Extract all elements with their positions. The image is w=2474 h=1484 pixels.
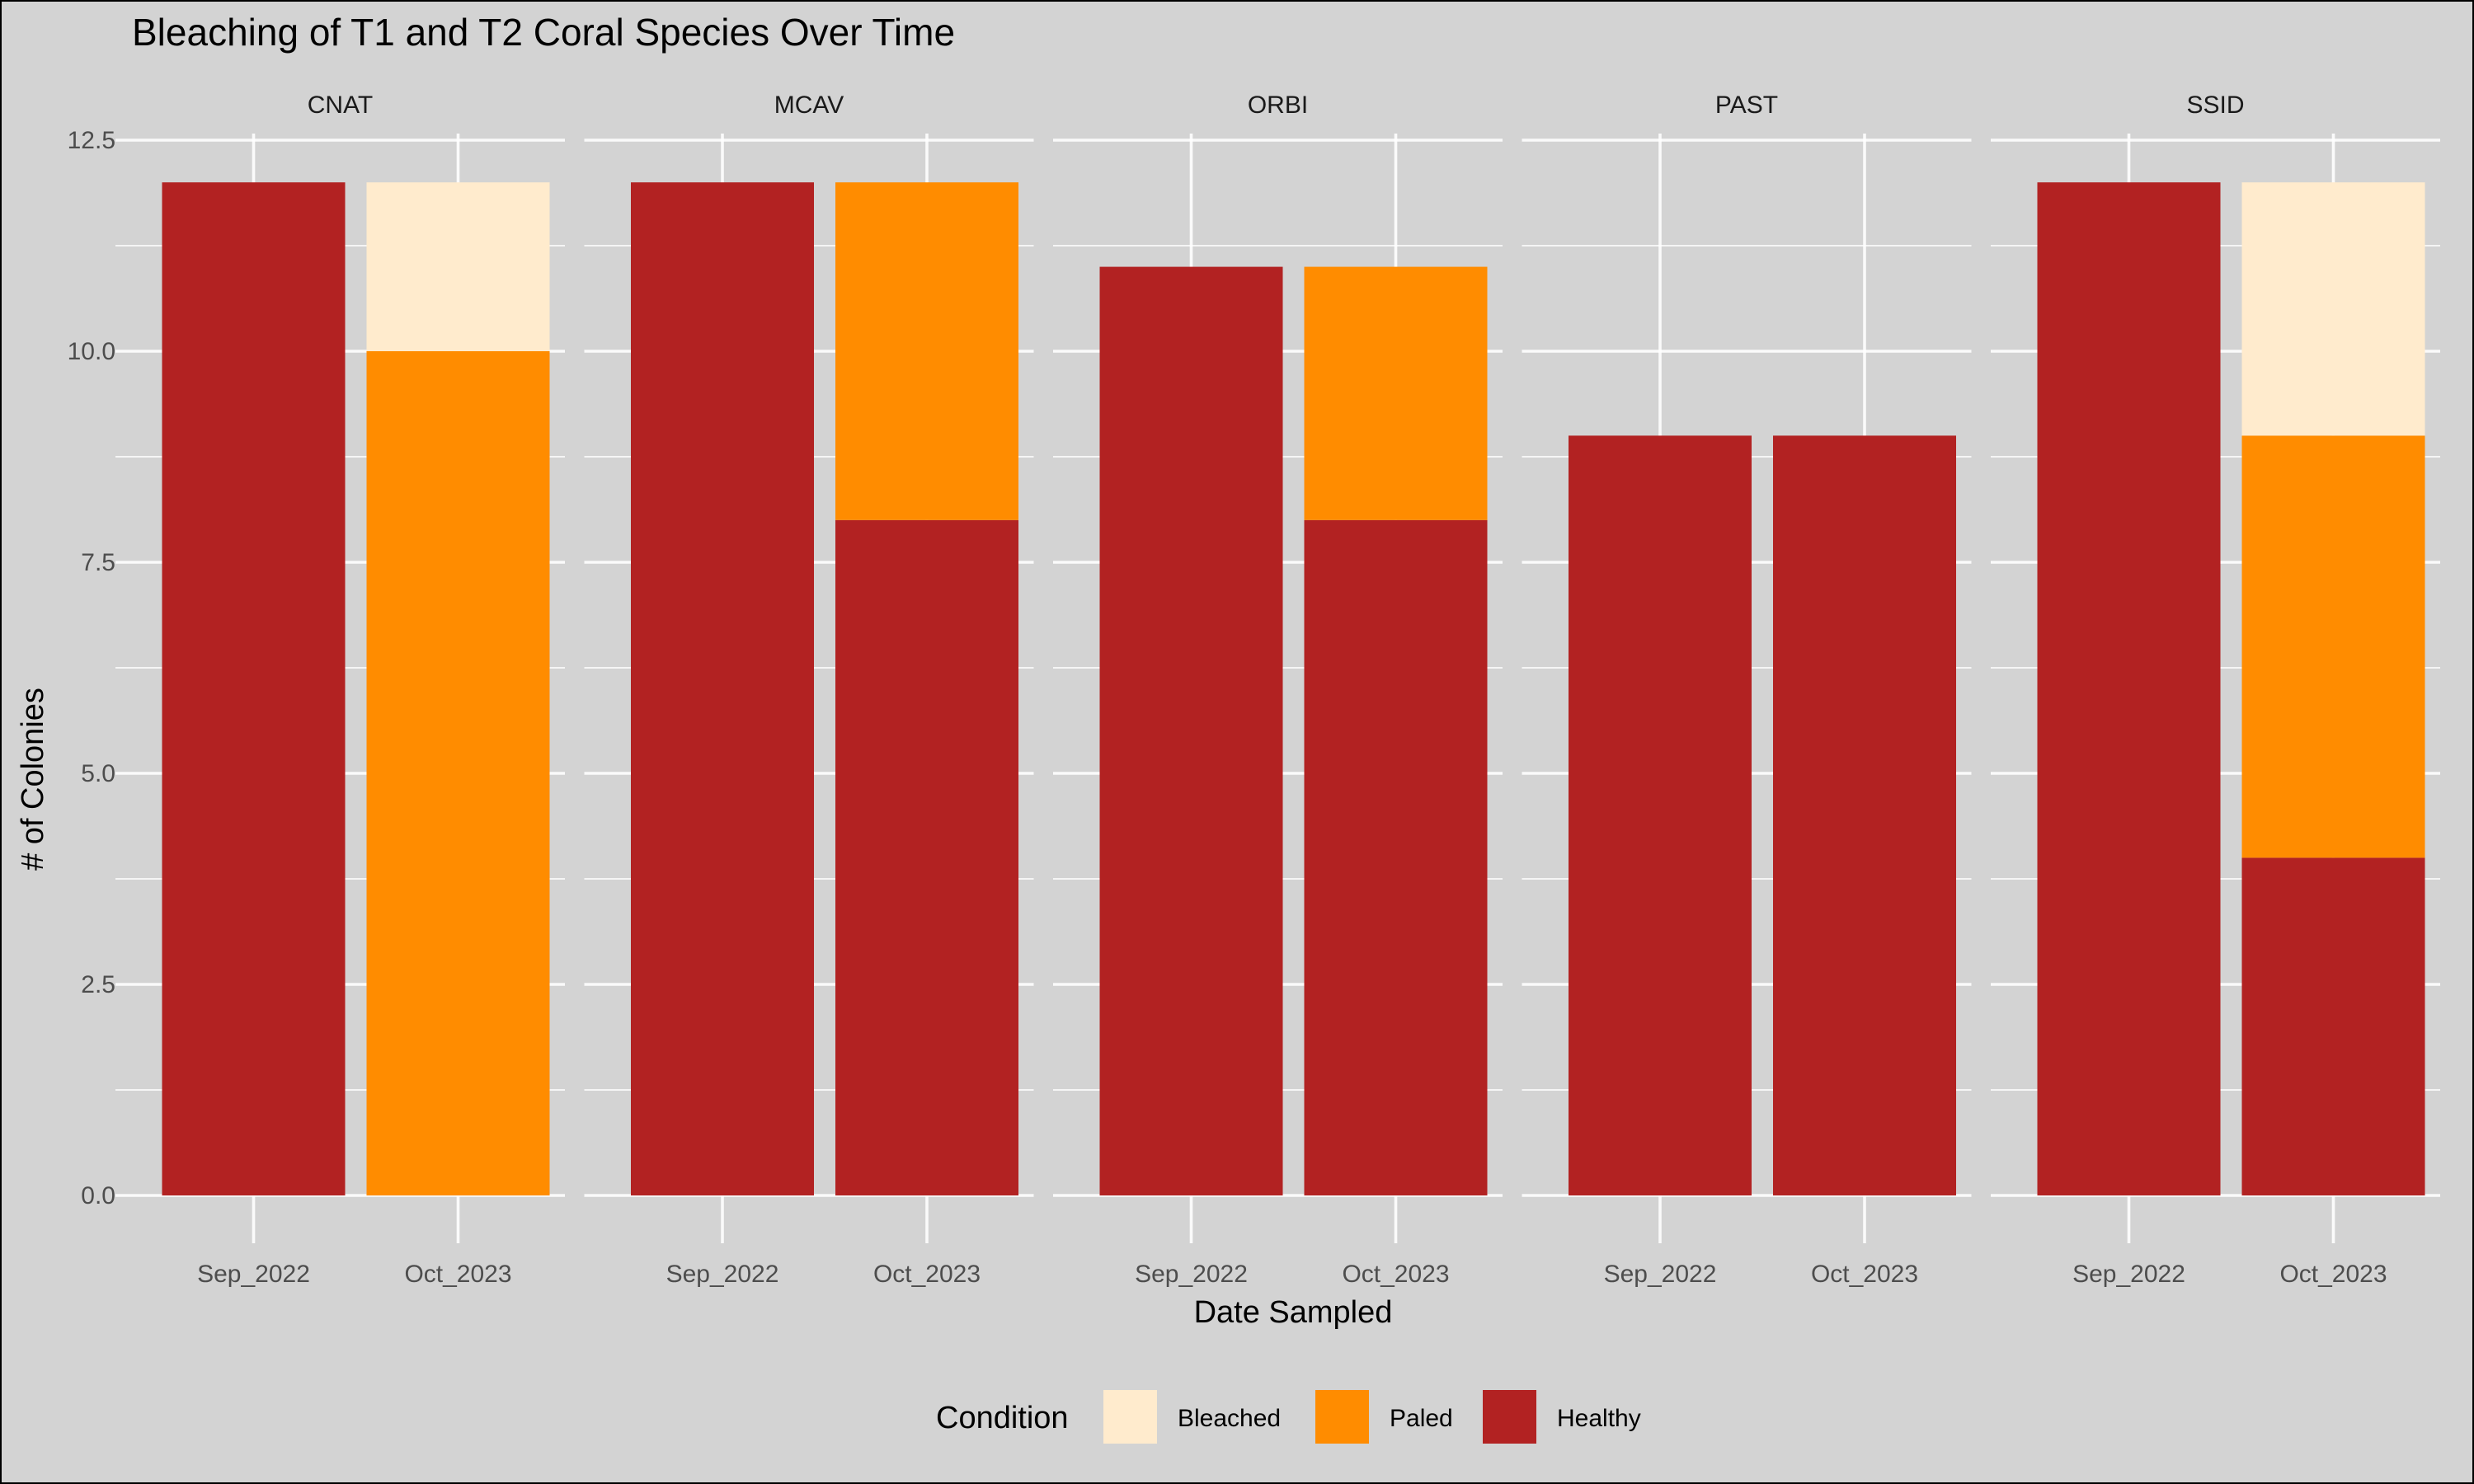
panel-orbi: Sep_2022 Oct_2023 ORBI	[1053, 92, 1503, 1288]
x-tick-label: Oct_2023	[873, 1261, 981, 1288]
bar-ssid-oct_2023-paled	[2241, 435, 2425, 858]
bar-mcav-oct_2023-healthy	[835, 519, 1018, 1195]
panel-ssid: Sep_2022 Oct_2023 SSID	[1991, 92, 2440, 1288]
legend-label-paled: Paled	[1390, 1405, 1453, 1432]
x-tick-label: Oct_2023	[1811, 1261, 1918, 1288]
panel-past: Sep_2022 Oct_2023 PAST	[1522, 92, 1972, 1288]
bar-ssid-oct_2023-healthy	[2241, 857, 2425, 1195]
x-tick-label: Sep_2022	[1604, 1261, 1717, 1288]
legend-label-healthy: Healthy	[1557, 1405, 1641, 1432]
y-axis: 0.0 2.5 5.0 7.5 10.0 12.5	[68, 127, 115, 1209]
facet-label-orbi: ORBI	[1248, 92, 1308, 119]
x-axis-title: Date Sampled	[1194, 1295, 1393, 1330]
bar-cnat-oct_2023-bleached	[366, 182, 550, 351]
legend-key-bleached	[1103, 1390, 1157, 1444]
bar-mcav-oct_2023-paled	[835, 182, 1018, 520]
x-tick-label: Sep_2022	[197, 1261, 310, 1288]
y-tick-label: 5.0	[81, 760, 115, 787]
y-tick-label: 2.5	[81, 971, 115, 998]
legend-title: Condition	[936, 1401, 1069, 1435]
y-axis-title: # of Colonies	[16, 688, 50, 871]
bar-ssid-sep_2022-healthy	[2037, 182, 2221, 1196]
y-tick-label: 0.0	[81, 1182, 115, 1209]
facet-label-past: PAST	[1715, 92, 1778, 119]
legend-key-paled	[1315, 1390, 1369, 1444]
bar-orbi-sep_2022-healthy	[1099, 266, 1283, 1196]
x-tick-label: Oct_2023	[404, 1261, 511, 1288]
panel-cnat: Sep_2022 Oct_2023 CNAT	[115, 92, 565, 1288]
y-tick-label: 12.5	[68, 127, 115, 154]
bar-orbi-oct_2023-paled	[1304, 266, 1488, 520]
bar-ssid-oct_2023-bleached	[2241, 182, 2425, 436]
legend: Condition Bleached Paled Healthy	[936, 1390, 1641, 1444]
bar-past-oct_2023-healthy	[1773, 435, 1956, 1195]
panel-mcav: Sep_2022 Oct_2023 MCAV	[584, 92, 1034, 1288]
x-tick-label: Oct_2023	[1342, 1261, 1449, 1288]
x-tick-label: Sep_2022	[666, 1261, 779, 1288]
x-tick-label: Sep_2022	[2072, 1261, 2185, 1288]
chart-title: Bleaching of T1 and T2 Coral Species Ove…	[132, 11, 955, 54]
facet-label-cnat: CNAT	[308, 92, 373, 119]
bar-cnat-oct_2023-paled	[366, 351, 550, 1195]
bar-past-sep_2022-healthy	[1569, 435, 1752, 1195]
x-tick-label: Sep_2022	[1135, 1261, 1248, 1288]
y-tick-label: 7.5	[81, 549, 115, 576]
y-tick-label: 10.0	[68, 338, 115, 365]
bar-cnat-sep_2022-healthy	[162, 182, 346, 1196]
facet-panels: Sep_2022 Oct_2023 CNAT Sep_2022 Oct_2023 MCAV…	[115, 92, 2440, 1288]
legend-key-healthy	[1483, 1390, 1536, 1444]
facet-label-ssid: SSID	[2186, 92, 2244, 119]
bar-mcav-sep_2022-healthy	[631, 182, 814, 1196]
bar-orbi-oct_2023-healthy	[1304, 519, 1488, 1195]
legend-label-bleached: Bleached	[1178, 1405, 1281, 1432]
x-tick-label: Oct_2023	[2279, 1261, 2387, 1288]
facet-label-mcav: MCAV	[774, 92, 844, 119]
